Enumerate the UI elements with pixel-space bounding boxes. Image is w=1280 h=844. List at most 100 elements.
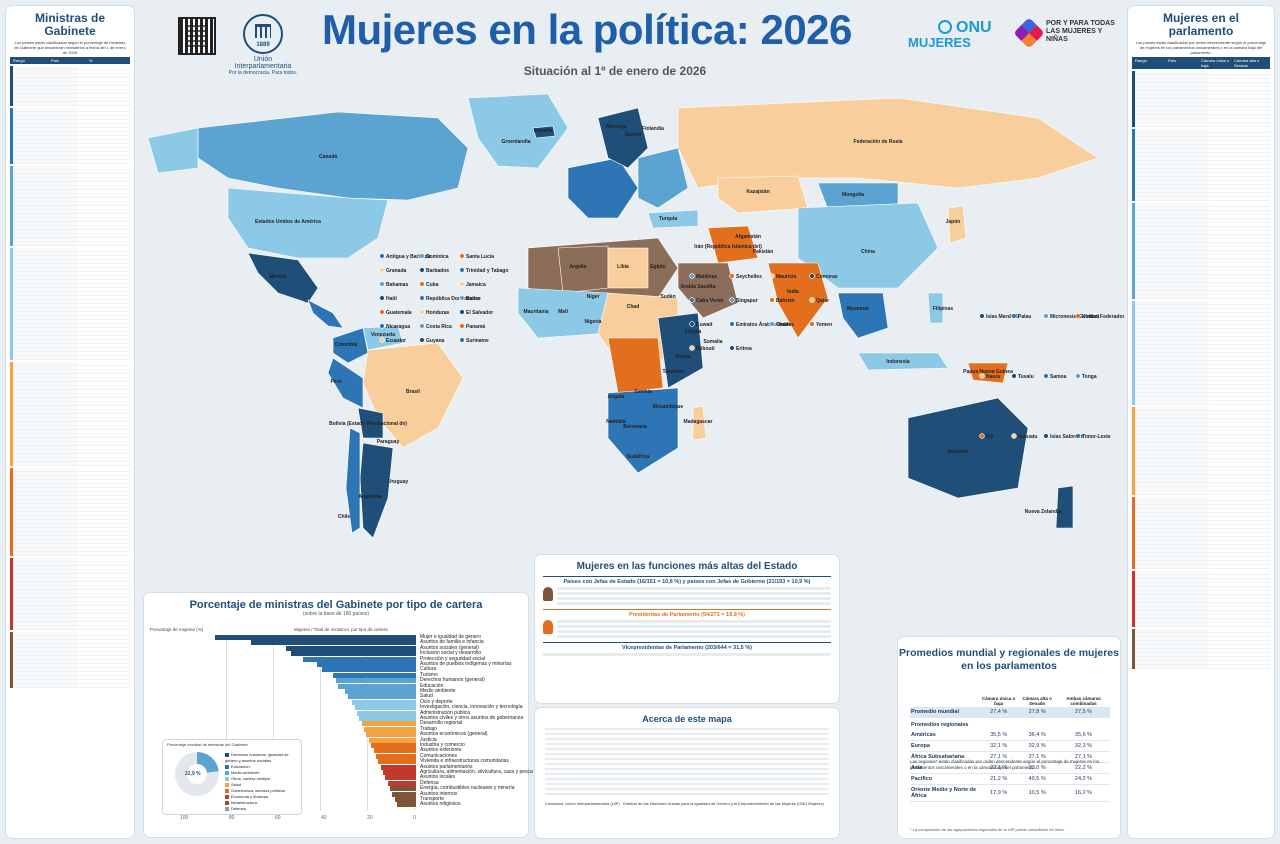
- country-label: Federación de Rusia: [854, 139, 903, 145]
- table-row: [1135, 161, 1270, 165]
- table-row: [1135, 291, 1270, 295]
- country-label: Afganistán: [735, 234, 761, 240]
- table-row: [1135, 87, 1270, 91]
- country-label: Indonesia: [886, 359, 910, 365]
- table-row: [13, 394, 130, 398]
- map-colombia: [332, 327, 369, 364]
- callout-label: Cabo Verde: [696, 298, 724, 304]
- table-row: [1135, 271, 1270, 275]
- country-label: Etiopía: [685, 329, 702, 335]
- country-label: Japón: [946, 219, 961, 225]
- table-row: [13, 590, 130, 594]
- table-row: [13, 570, 130, 574]
- table-row: [13, 566, 130, 570]
- country-label: Kazajstán: [746, 189, 769, 195]
- bar-category-label: Agricultura, alimentación, silvicultura,…: [420, 769, 533, 775]
- legend-label: Otros, cartera múltiple: [231, 776, 271, 781]
- table-row: [13, 660, 130, 664]
- woman-icon: [543, 620, 553, 634]
- callout-dot: [1011, 433, 1017, 439]
- table-row: [13, 362, 130, 366]
- table-row: [13, 578, 130, 582]
- legend-swatch: [225, 770, 229, 775]
- table-row: [1135, 149, 1270, 153]
- table-row: [1135, 287, 1270, 291]
- callout-label: Micronesia (Estados Federados de): [1050, 314, 1124, 320]
- callout-dot: [1075, 373, 1081, 379]
- table-row: [13, 632, 130, 636]
- table-row: [1135, 317, 1270, 321]
- table-row: [13, 374, 130, 378]
- region-value: 10,5 %: [1017, 784, 1057, 802]
- callout-label: Dominica: [426, 254, 449, 260]
- ranking-band: [10, 632, 130, 688]
- legend-swatch: [225, 788, 229, 793]
- region-row: Europa 32,1 % 32,9 % 32,3 %: [910, 740, 1110, 752]
- callout-label: Granada: [386, 268, 407, 274]
- x-tick-label: 60: [274, 815, 281, 821]
- bar-row: Asuntos internos: [180, 791, 457, 797]
- callout-dot: [419, 337, 425, 343]
- ranking-band: [1132, 71, 1270, 127]
- region-value: 32,1 %: [979, 740, 1018, 752]
- table-row: [13, 128, 130, 132]
- col-lower: Cámara única o baja: [981, 696, 1016, 706]
- table-row: [13, 234, 130, 238]
- map-russia: [677, 97, 1099, 189]
- table-row: [13, 226, 130, 230]
- table-row: [1135, 427, 1270, 431]
- map-japan: [947, 205, 967, 244]
- callout-dot: [379, 253, 385, 259]
- callout-label: República Dominicana: [426, 296, 480, 302]
- world-cabinet-donut-card: Porcentaje mundial de ministras del Gabi…: [162, 739, 302, 815]
- callout-label: Eritrea: [736, 346, 752, 352]
- table-row: [1135, 211, 1270, 215]
- bar-category-label: Inclusión social y desarrollo: [420, 650, 482, 657]
- country-label: Namibia: [606, 419, 626, 425]
- map-se-asia: [837, 292, 889, 339]
- table-row: [13, 308, 130, 312]
- callout-dot: [1043, 373, 1049, 379]
- table-row: [1135, 99, 1270, 103]
- bar: [250, 640, 416, 646]
- table-row: [1135, 491, 1270, 495]
- table-row: [1135, 243, 1270, 247]
- table-row: [1135, 529, 1270, 533]
- country-label: Nigeria: [585, 319, 602, 325]
- table-row: [1135, 443, 1270, 447]
- qr-code[interactable]: [178, 17, 216, 55]
- page-title: Mujeres en la política: 2026: [322, 6, 852, 53]
- world-average-row: Promedio mundial 27,4 % 27,8 % 27,5 %: [910, 707, 1110, 718]
- table-row: [1135, 455, 1270, 459]
- legend-swatch: [225, 800, 229, 805]
- table-row: [1135, 513, 1270, 517]
- region-value: 27,1 %: [979, 751, 1018, 763]
- table-row: [1135, 615, 1270, 619]
- callout-dot: [459, 267, 465, 273]
- callout-label: Mauricio: [776, 274, 797, 280]
- legend-swatch: [225, 776, 229, 781]
- callout-dot: [809, 273, 815, 279]
- map-argentina: [359, 442, 394, 539]
- table-row: [1135, 263, 1270, 267]
- callout-label: Palau: [1018, 314, 1031, 320]
- bar: [385, 775, 416, 781]
- table-row: [13, 684, 130, 688]
- table-row: [13, 194, 130, 198]
- table-row: [1135, 505, 1270, 509]
- table-row: [1135, 231, 1270, 235]
- axis-left-label: Porcentaje de mujeres (%): [150, 627, 204, 632]
- callout-label: Suriname: [466, 338, 489, 344]
- callout-label: Panamá: [466, 324, 485, 330]
- callout-dot: [1011, 313, 1017, 319]
- bar-category-label: Asuntos locales: [420, 774, 456, 781]
- ipu-emblem-icon: 1889: [243, 14, 283, 54]
- table-row: [1135, 385, 1270, 389]
- country-label: Islandia: [534, 128, 553, 134]
- callout-label: Bahrein: [776, 298, 795, 304]
- table-row: [13, 480, 130, 484]
- deputy-speakers-heading: Vicepresidentas de Parlamento (203/644 =…: [543, 642, 831, 651]
- table-row: [1135, 553, 1270, 557]
- bar: [380, 764, 416, 770]
- world-map-svg: Canadá Estados Unidos de América México Bra…: [147, 93, 1135, 539]
